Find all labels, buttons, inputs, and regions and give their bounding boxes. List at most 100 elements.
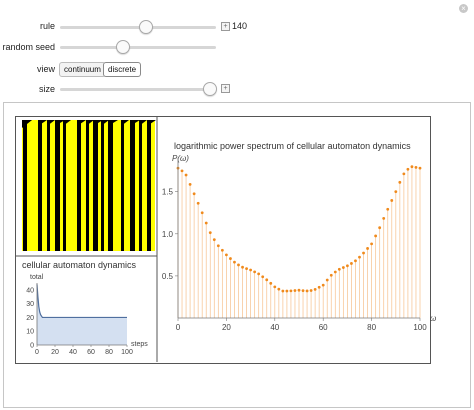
- rule-slider-thumb[interactable]: [139, 20, 153, 34]
- ca-stripe-head: [86, 120, 94, 126]
- ca-stripe: [93, 120, 98, 251]
- ca-stripe: [23, 120, 27, 251]
- spectrum-point: [293, 289, 297, 292]
- spectrum-point: [414, 166, 418, 169]
- spectrum-point: [269, 281, 273, 285]
- spectrum-point: [313, 287, 317, 291]
- rule-expand-icon[interactable]: +: [221, 22, 230, 31]
- ca-stripe-head: [38, 120, 47, 126]
- ca-stripe: [38, 120, 42, 251]
- ca-stripe-head: [130, 120, 140, 126]
- ca-stripe-head: [55, 120, 65, 126]
- ca-stripe: [101, 120, 104, 251]
- spectrum-point: [180, 169, 184, 173]
- spectrum-point: [204, 221, 208, 225]
- view-discrete-button[interactable]: discrete: [103, 62, 142, 77]
- rule-slider-track[interactable]: [60, 26, 216, 29]
- spectrum-point: [305, 289, 309, 293]
- size-expand-icon[interactable]: +: [221, 84, 230, 93]
- spectrum-point: [386, 207, 390, 211]
- spectrum-point: [354, 259, 357, 263]
- spectrum-point: [265, 278, 269, 282]
- big-chart-ylabel: P(ω): [172, 154, 189, 163]
- small-chart-xtick-label: 40: [69, 349, 77, 356]
- small-chart-plot: 0 20 40 60 80 100 0 10 20 30 40: [26, 283, 133, 356]
- spectrum-point: [398, 180, 402, 184]
- ca-stripe: [55, 120, 60, 251]
- spectrum-point: [188, 182, 192, 186]
- ca-stripe: [86, 120, 89, 251]
- big-chart-xtick-label: 60: [319, 323, 328, 332]
- spectrum-point: [410, 165, 414, 169]
- spectrum-point: [261, 275, 265, 279]
- spectrum-point: [297, 288, 301, 292]
- small-chart-line: [36, 284, 127, 319]
- big-chart-plot: 0 20 40 60 80 100 0.5 1.0 1.5: [162, 158, 427, 332]
- size-slider-thumb[interactable]: [203, 82, 217, 96]
- spectrum-point: [233, 260, 236, 264]
- big-chart-title: logarithmic power spectrum of cellular a…: [174, 141, 411, 151]
- small-chart-title: cellular automaton dynamics: [22, 260, 137, 270]
- close-icon[interactable]: ×: [459, 4, 468, 13]
- small-chart-xtick-label: 20: [51, 349, 59, 356]
- spectrum-point: [370, 242, 373, 246]
- small-chart-xtick-label: 0: [35, 349, 39, 356]
- spectrum-point: [253, 270, 257, 274]
- spectrum-point: [329, 273, 333, 277]
- spectrum-point: [257, 272, 261, 276]
- spectrum-point: [208, 231, 212, 235]
- ca-stripe-head: [121, 120, 129, 126]
- ca-stripe-head: [147, 120, 156, 126]
- spectrum-point: [337, 267, 341, 271]
- spectrum-point: [321, 283, 325, 287]
- spectrum-point: [237, 263, 240, 267]
- spectrum-point: [220, 248, 224, 252]
- ca-stripe-head: [93, 120, 103, 126]
- seed-label: random seed: [2, 42, 55, 52]
- view-label: view: [36, 64, 55, 74]
- size-slider-track[interactable]: [60, 88, 216, 91]
- spectrum-point: [241, 265, 244, 269]
- spectrum-point: [366, 247, 369, 250]
- spectrum-point: [406, 167, 410, 171]
- big-chart-xtick-label: 40: [270, 323, 279, 332]
- spectrum-point: [358, 255, 361, 259]
- ca-stripe: [130, 120, 135, 251]
- spectrum-point: [374, 234, 378, 238]
- cellular-automaton-image: [22, 120, 156, 251]
- big-chart-ytick-label: 1.0: [162, 230, 174, 239]
- small-chart-ytick-label: 40: [26, 287, 34, 294]
- spectrum-point: [212, 238, 216, 242]
- size-label: size: [38, 84, 55, 94]
- rule-value: 140: [232, 21, 248, 31]
- spectrum-point: [378, 226, 382, 230]
- spectrum-point: [394, 190, 398, 194]
- ca-corner-triangle: [22, 120, 32, 128]
- small-chart-xtick-label: 60: [87, 349, 95, 356]
- seed-slider-thumb[interactable]: [116, 40, 130, 54]
- ca-stripe: [121, 120, 124, 251]
- spectrum-point: [402, 172, 406, 176]
- spectrum-point: [285, 289, 289, 293]
- small-chart-ytick-label: 0: [30, 343, 34, 350]
- small-chart-xtick-label: 100: [121, 349, 133, 356]
- big-chart-xtick-label: 80: [367, 323, 376, 332]
- ca-stripe-head: [139, 120, 147, 126]
- seed-slider-track[interactable]: [60, 46, 216, 49]
- rule-label: rule: [39, 21, 55, 31]
- spectrum-point: [317, 285, 321, 289]
- ca-stripe-head: [77, 120, 86, 126]
- spectrum-point: [333, 270, 337, 274]
- spectrum-point: [249, 268, 253, 272]
- small-chart-xtick-label: 80: [105, 349, 113, 356]
- spectrum-point: [225, 253, 228, 257]
- spectrum-point: [192, 192, 196, 196]
- spectrum-point: [350, 262, 353, 265]
- spectrum-point: [184, 173, 188, 177]
- spectrum-point: [200, 211, 204, 215]
- view-continuum-button[interactable]: continuum: [59, 62, 106, 77]
- spectrum-point: [289, 289, 293, 293]
- spectrum-point: [301, 289, 305, 293]
- spectrum-point: [281, 289, 285, 293]
